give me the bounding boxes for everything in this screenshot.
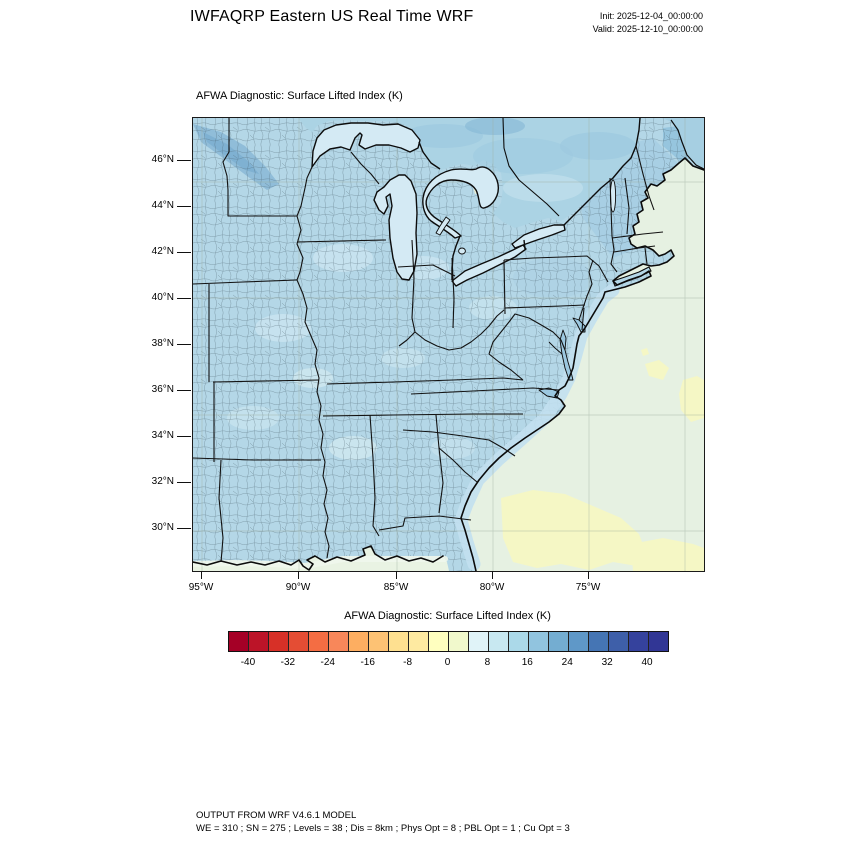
lon-tick-label: 90°W: [285, 582, 311, 593]
lake-st-clair: [458, 247, 466, 255]
lake-superior: [311, 122, 421, 168]
colorbar-cell: [269, 632, 289, 651]
footer-block: OUTPUT FROM WRF V4.6.1 MODEL WE = 310 ; …: [196, 809, 570, 835]
lat-tick-mark: [177, 528, 191, 530]
colorbar-tick-label: -24: [320, 657, 335, 668]
colorbar-tick-label: 24: [561, 657, 573, 668]
colorbar-cell: [569, 632, 589, 651]
colorbar-cell: [449, 632, 469, 651]
colorbar-tick-label: -32: [280, 657, 296, 668]
lat-tick-mark: [177, 252, 191, 254]
lon-tick-label: 95°W: [188, 582, 214, 593]
lat-tick-mark: [177, 390, 191, 392]
lon-tick-mark: [298, 571, 300, 579]
coastline: [193, 157, 704, 571]
lat-tick-label: 38°N: [151, 338, 174, 349]
colorbar-cell: [589, 632, 609, 651]
valid-time: Valid: 2025-12-10_00:00:00: [592, 24, 703, 34]
lat-tick-mark: [177, 298, 191, 300]
great-lakes: [311, 122, 617, 287]
page-title: IWFAQRP Eastern US Real Time WRF: [190, 8, 474, 25]
colorbar-cell: [389, 632, 409, 651]
colorbar-tick-label: 40: [641, 657, 653, 668]
map-plot: [192, 117, 705, 572]
colorbar-tick-label: -16: [360, 657, 375, 668]
colorbar-tick-label: 16: [521, 657, 533, 668]
lat-tick-label: 32°N: [151, 476, 174, 487]
atlantic-ocean: [461, 158, 704, 571]
colorbar-cell: [249, 632, 269, 651]
colorbar-title: AFWA Diagnostic: Surface Lifted Index (K…: [344, 610, 551, 622]
footer-config-line: WE = 310 ; SN = 275 ; Levels = 38 ; Dis …: [196, 823, 570, 834]
graticule: [193, 118, 704, 571]
colorbar-cell: [609, 632, 629, 651]
lake-erie: [451, 244, 527, 287]
colorbar-cell: [549, 632, 569, 651]
lake-michigan: [373, 174, 418, 281]
colorbar-cell: [229, 632, 249, 651]
colorbar-cell: [309, 632, 329, 651]
colorbar-cell: [529, 632, 549, 651]
chesapeake-bay: [559, 329, 574, 381]
lon-tick-mark: [492, 571, 494, 579]
lat-tick-label: 42°N: [151, 246, 174, 257]
canada-border: [418, 118, 704, 280]
lat-tick-label: 34°N: [151, 430, 174, 441]
colorbar-cell: [429, 632, 449, 651]
colorbar-cell: [469, 632, 489, 651]
colorbar-cell: [649, 632, 668, 651]
colorbar-cell: [349, 632, 369, 651]
saginaw-bay: [435, 216, 451, 236]
lat-tick-mark: [177, 436, 191, 438]
map-canvas: [193, 118, 704, 571]
lat-tick-mark: [177, 206, 191, 208]
init-valid-block: Init: 2025-12-04_00:00:00 Valid: 2025-12…: [503, 10, 703, 36]
colorbar-cell: [629, 632, 649, 651]
lat-tick-label: 44°N: [151, 200, 174, 211]
lon-tick-mark: [588, 571, 590, 579]
colorbar-cell: [409, 632, 429, 651]
lon-tick-mark: [396, 571, 398, 579]
lat-tick-label: 46°N: [151, 154, 174, 165]
lat-tick-mark: [177, 344, 191, 346]
potomac-river: [548, 341, 563, 355]
lat-tick-mark: [177, 160, 191, 162]
lake-ontario: [511, 224, 566, 249]
colorbar-cell: [509, 632, 529, 651]
colorbar-cell: [369, 632, 389, 651]
colorbar-cell: [289, 632, 309, 651]
colorbar-tick-label: 8: [484, 657, 491, 668]
lake-huron: [422, 166, 500, 239]
lat-tick-label: 30°N: [151, 522, 174, 533]
lat-tick-label: 36°N: [151, 384, 174, 395]
colorbar-cell: [489, 632, 509, 651]
colorbar-tick-label: -8: [403, 657, 413, 668]
state-borders: [193, 118, 664, 563]
init-time: Init: 2025-12-04_00:00:00: [599, 11, 703, 21]
lat-tick-label: 40°N: [151, 292, 174, 303]
lon-tick-mark: [201, 571, 203, 579]
lat-tick-mark: [177, 482, 191, 484]
colorbar-tick-label: 32: [601, 657, 613, 668]
lon-tick-label: 80°W: [479, 582, 505, 593]
colorbar-cell: [329, 632, 349, 651]
footer-model-line: OUTPUT FROM WRF V4.6.1 MODEL: [196, 810, 357, 821]
colorbar: [228, 631, 669, 652]
colorbar-tick-label: 0: [444, 657, 451, 668]
lon-tick-label: 75°W: [575, 582, 601, 593]
map-subtitle: AFWA Diagnostic: Surface Lifted Index (K…: [196, 90, 403, 102]
lon-tick-label: 85°W: [383, 582, 409, 593]
colorbar-tick-label: -40: [240, 657, 256, 668]
